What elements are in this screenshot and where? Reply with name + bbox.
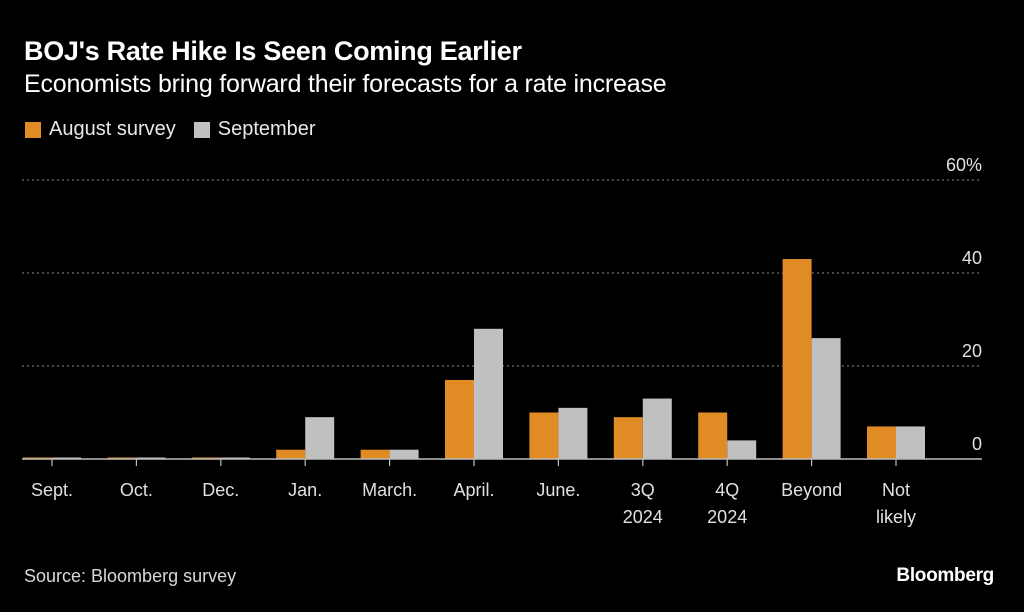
x-tick-label-5-0: April. — [453, 480, 494, 500]
bar-september-9 — [811, 338, 841, 459]
legend-item-september: September — [193, 118, 316, 141]
x-tick-label-0-0: Sept. — [31, 480, 73, 500]
x-tick-label-6-0: June. — [536, 480, 580, 500]
x-tick-label-4-0: March. — [362, 480, 417, 500]
x-tick-label-2-0: Dec. — [202, 480, 239, 500]
y-tick-label-40: 40 — [962, 248, 982, 268]
x-tick-label-10-1: likely — [876, 507, 916, 527]
bar-august-9 — [782, 259, 812, 459]
x-tick-label-7-0: 3Q — [631, 480, 655, 500]
x-tick-label-8-1: 2024 — [707, 507, 747, 527]
bar-september-5 — [474, 328, 503, 459]
bar-august-6 — [529, 412, 559, 459]
bar-august-5 — [445, 379, 474, 459]
legend-swatch-august — [25, 121, 41, 138]
bar-august-3 — [276, 449, 306, 459]
legend-label-august: August survey — [49, 118, 176, 140]
chart-subtitle: Economists bring forward their forecasts… — [24, 70, 667, 98]
bar-august-8 — [698, 412, 728, 459]
x-tick-label-8-0: 4Q — [715, 480, 739, 500]
x-tick-label-1-0: Oct. — [120, 480, 153, 500]
bar-august-4 — [360, 449, 390, 459]
bar-september-8 — [727, 440, 757, 459]
legend: August survey September — [25, 118, 334, 141]
bar-september-10 — [896, 426, 925, 459]
bar-august-7 — [613, 417, 643, 459]
bar-september-7 — [642, 398, 672, 459]
source-note: Source: Bloomberg survey — [24, 566, 237, 586]
bar-september-3 — [305, 417, 335, 459]
x-tick-label-10-0: Not — [882, 480, 910, 500]
y-tick-label-60: 60% — [946, 155, 982, 175]
bar-august-10 — [867, 426, 896, 459]
bloomberg-logo: Bloomberg — [896, 565, 994, 586]
x-tick-label-3-0: Jan. — [288, 480, 322, 500]
y-tick-label-0: 0 — [972, 434, 982, 454]
bar-september-4 — [389, 449, 419, 459]
legend-swatch-september — [193, 121, 210, 138]
x-tick-label-9-0: Beyond — [781, 480, 842, 500]
legend-item-august: August survey — [25, 118, 176, 141]
x-tick-label-7-1: 2024 — [623, 507, 663, 527]
legend-label-september: September — [217, 118, 316, 140]
y-tick-label-20: 20 — [962, 341, 982, 361]
chart-title: BOJ's Rate Hike Is Seen Coming Earlier — [24, 36, 522, 66]
bar-september-6 — [558, 407, 588, 459]
